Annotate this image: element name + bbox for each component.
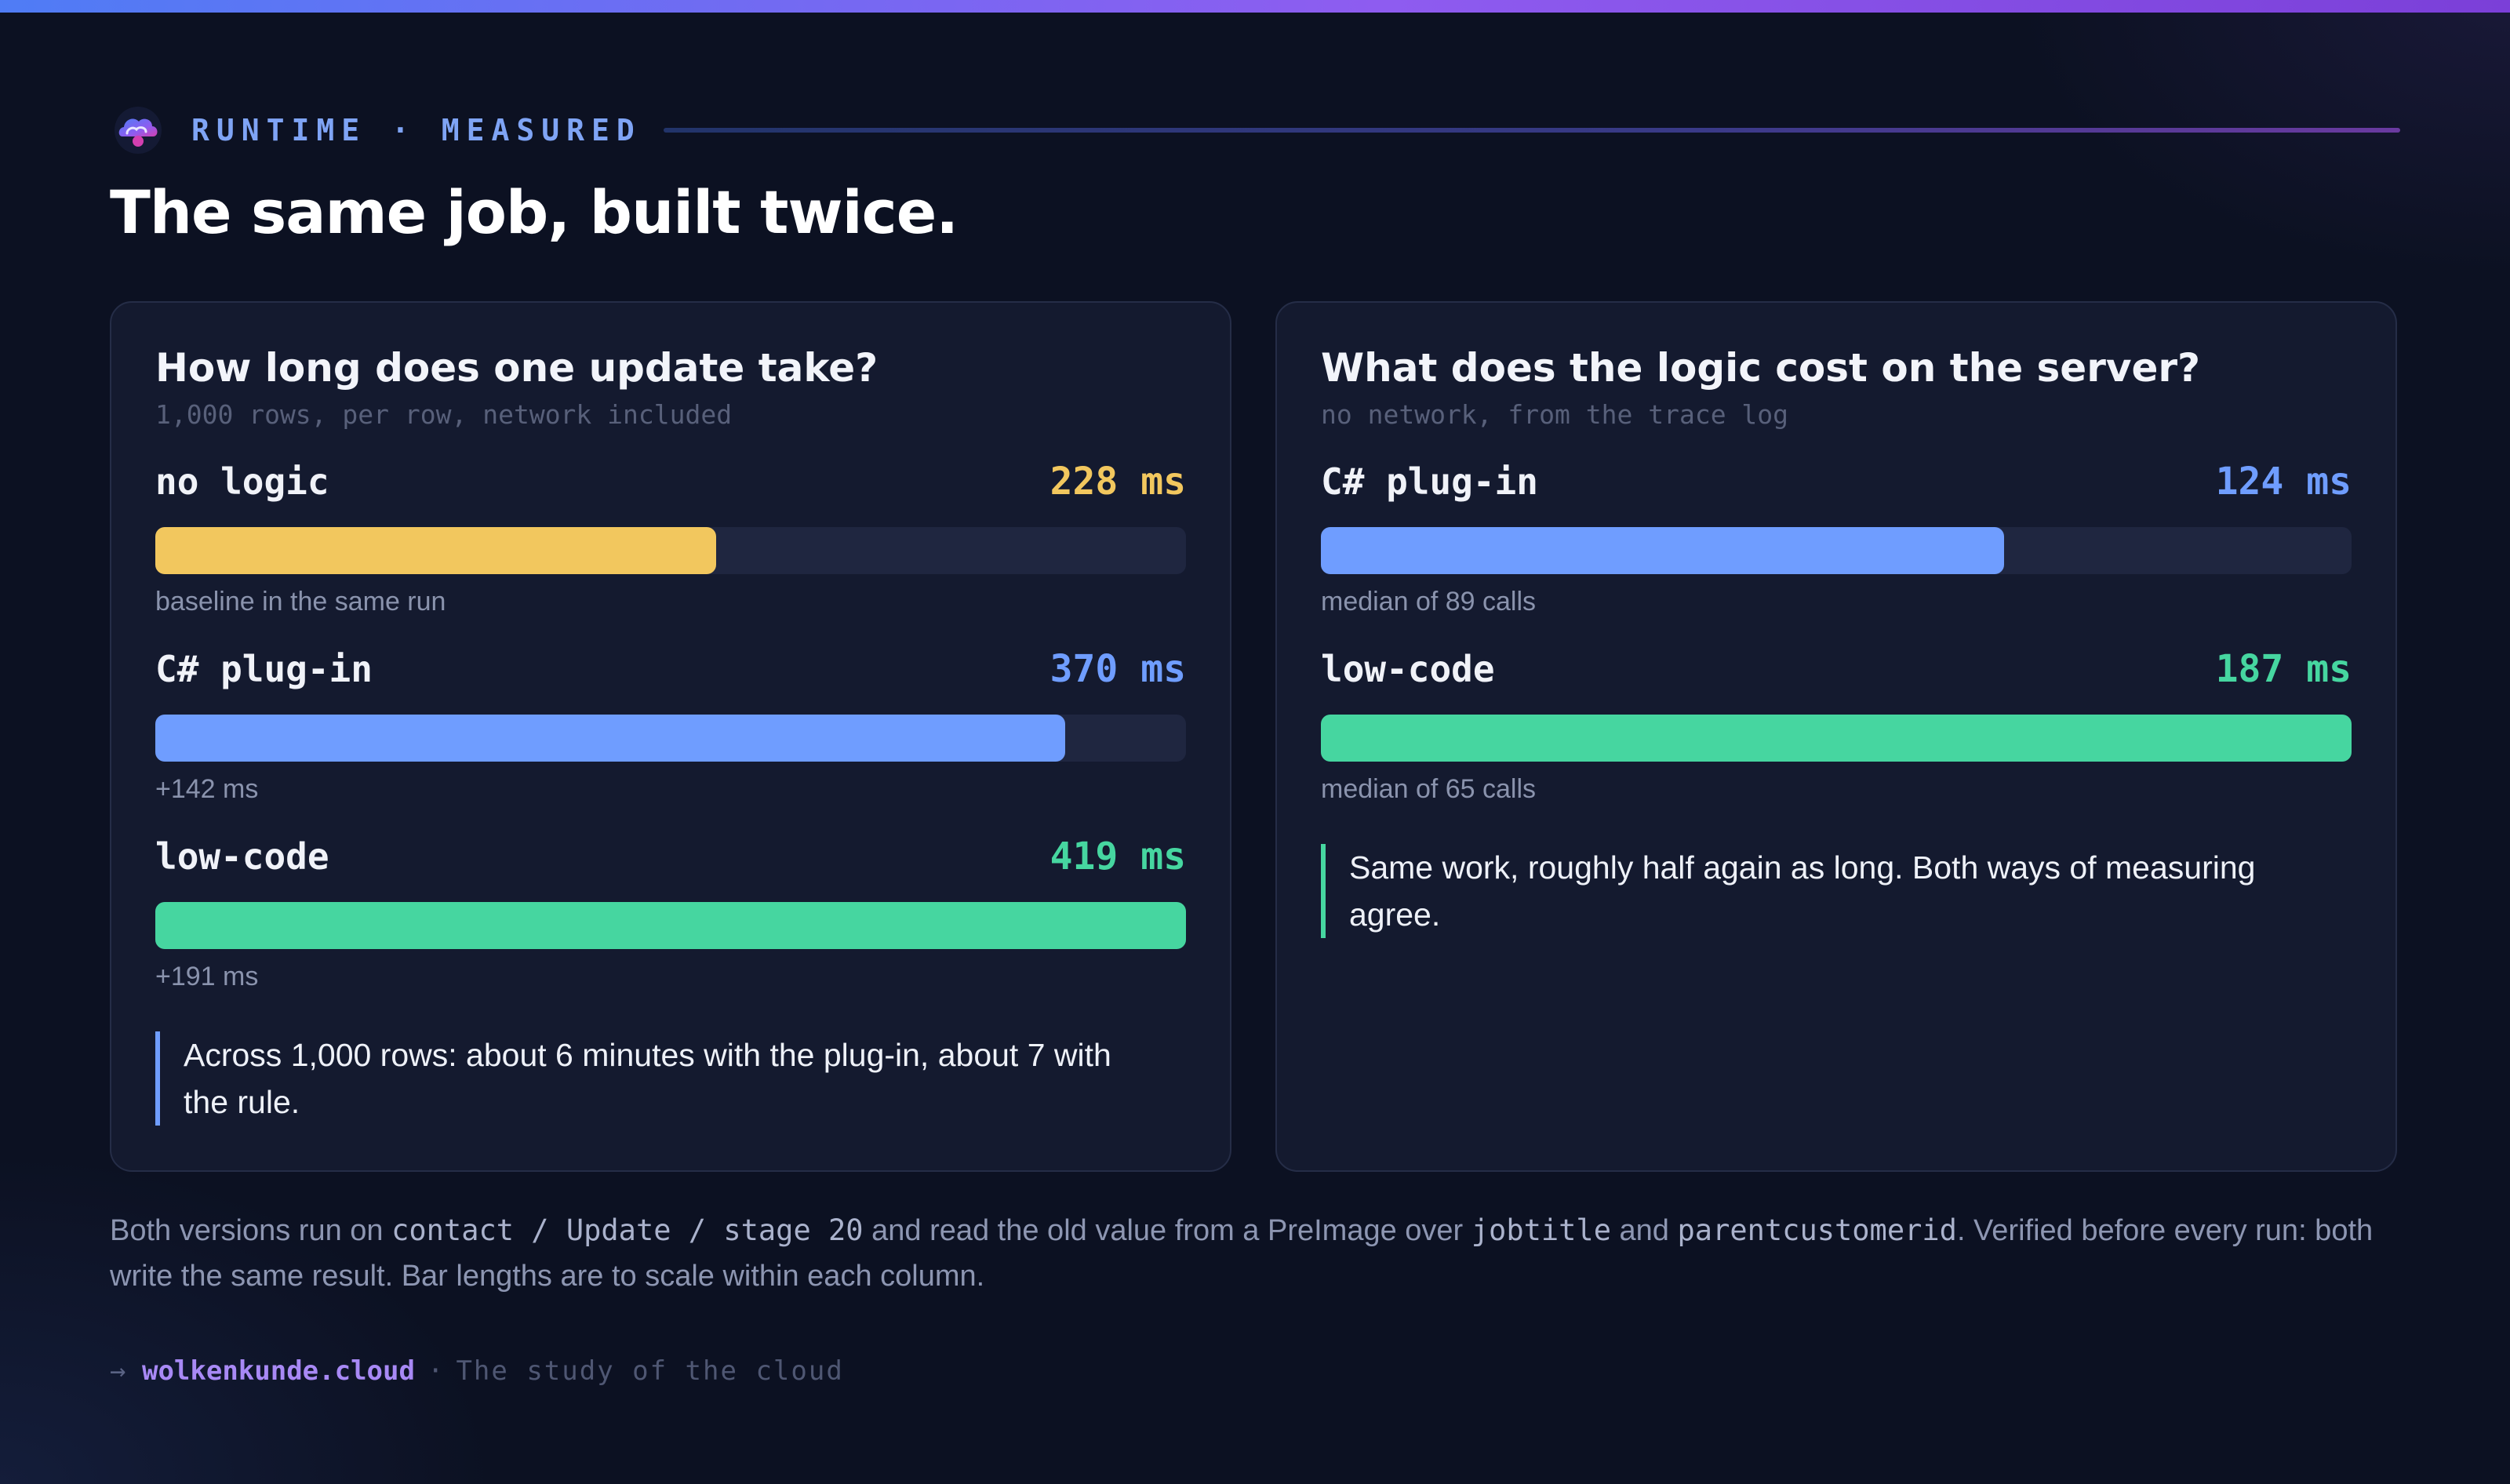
bar-label: C# plug-in (1321, 460, 1538, 503)
footnote-text: and read the old value from a PreImage o… (863, 1214, 1471, 1247)
chart-card-update-time: How long does one update take? 1,000 row… (110, 301, 1231, 1172)
bar-row-plugin: C# plug-in 124 ms median of 89 calls (1321, 460, 2352, 617)
chart-callout: Across 1,000 rows: about 6 minutes with … (155, 1031, 1148, 1126)
kicker-row: RUNTIME · MEASURED (110, 102, 2400, 158)
bar-row-no-logic: no logic 228 ms baseline in the same run (155, 460, 1186, 617)
bar-label: no logic (155, 460, 329, 503)
bar-row-low-code: low-code 187 ms median of 65 calls (1321, 647, 2352, 805)
page-title: The same job, built twice. (110, 177, 959, 247)
bar-track (155, 715, 1186, 762)
footnote-code: parentcustomerid (1677, 1213, 1957, 1247)
bar-value-label: 187 ms (2215, 647, 2352, 691)
bar-label: low-code (155, 835, 329, 878)
footnote-code: contact / Update / stage 20 (391, 1213, 864, 1247)
footnote-text: Both versions run on (110, 1214, 392, 1247)
methodology-footnote: Both versions run on contact / Update / … (110, 1208, 2400, 1299)
top-accent-bar (0, 0, 2510, 13)
bar-plugin (1321, 527, 2005, 574)
chart-title: What does the logic cost on the server? (1321, 345, 2201, 391)
chart-subtitle: 1,000 rows, per row, network included (155, 399, 733, 430)
footnote-text: . Verified before every run: both write … (110, 1214, 2374, 1293)
bar-value-label: 228 ms (1049, 460, 1186, 504)
bar-note: +142 ms (155, 774, 259, 804)
bar-value-label: 419 ms (1049, 835, 1186, 878)
bar-no-logic (155, 527, 717, 574)
bar-note: median of 89 calls (1321, 587, 1537, 617)
bar-row-low-code: low-code 419 ms +191 ms (155, 835, 1186, 992)
chart-subtitle: no network, from the trace log (1321, 399, 1789, 430)
bar-row-plugin: C# plug-in 370 ms +142 ms (155, 647, 1186, 805)
source-link[interactable]: wolkenkunde.cloud (141, 1355, 415, 1387)
bar-low-code (1321, 715, 2352, 762)
source-line: → wolkenkunde.cloud · The study of the clo… (110, 1355, 844, 1387)
cloud-logo-icon (110, 102, 166, 158)
bar-track (1321, 527, 2352, 574)
separator-dot: · (427, 1355, 444, 1387)
arrow-right-icon: → (110, 1355, 126, 1387)
bar-note: +191 ms (155, 962, 259, 991)
kicker-divider (663, 128, 2400, 133)
bar-track (155, 527, 1186, 574)
bar-value-label: 370 ms (1049, 647, 1186, 691)
source-tagline: The study of the cloud (456, 1355, 844, 1387)
footnote-text: and (1610, 1214, 1678, 1247)
kicker-label: RUNTIME · MEASURED (191, 113, 642, 147)
bar-label: low-code (1321, 648, 1495, 690)
bar-label: C# plug-in (155, 648, 373, 690)
bar-low-code (155, 902, 1186, 949)
chart-card-server-cost: What does the logic cost on the server? … (1275, 301, 2397, 1172)
bar-value-label: 124 ms (2215, 460, 2352, 504)
bar-track (1321, 715, 2352, 762)
bar-track (155, 902, 1186, 949)
bar-plugin (155, 715, 1066, 762)
chart-title: How long does one update take? (155, 345, 878, 391)
bar-note: baseline in the same run (155, 587, 446, 617)
footnote-code: jobtitle (1471, 1213, 1611, 1247)
chart-callout: Same work, roughly half again as long. B… (1321, 844, 2314, 938)
bar-note: median of 65 calls (1321, 774, 1537, 804)
